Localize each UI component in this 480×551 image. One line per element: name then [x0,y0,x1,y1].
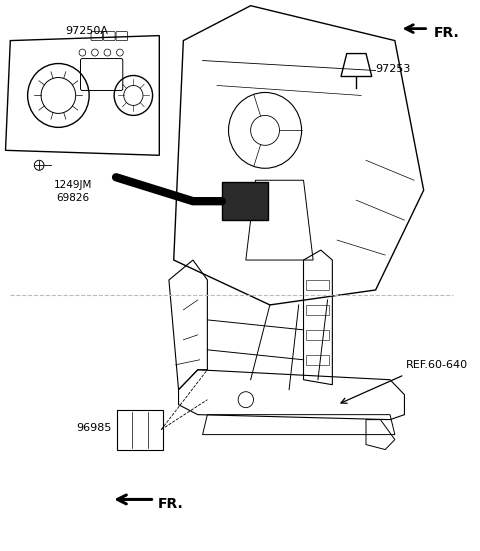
Text: FR.: FR. [157,498,183,511]
Text: 97253: 97253 [376,63,411,73]
Text: 1249JM
69826: 1249JM 69826 [54,180,92,203]
FancyBboxPatch shape [222,182,268,220]
Text: FR.: FR. [433,25,459,40]
Text: 96985: 96985 [76,423,111,433]
Text: 97250A: 97250A [66,25,108,36]
Text: REF.60-640: REF.60-640 [407,360,468,370]
